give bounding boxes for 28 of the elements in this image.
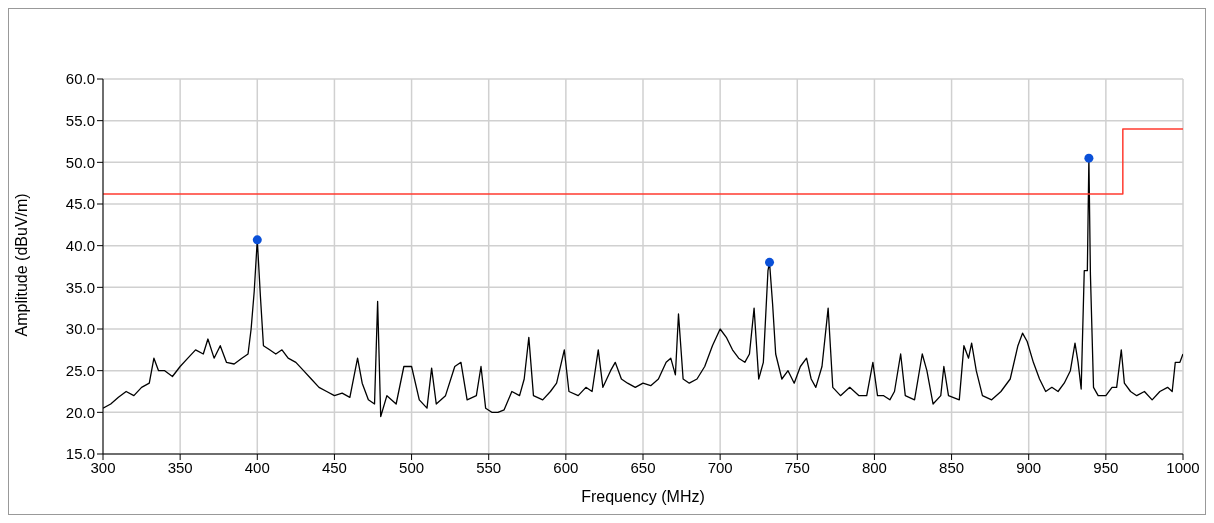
x-axis-title: Frequency (MHz) [581,488,705,505]
y-axis-title: Amplitude (dBuV/m) [12,193,30,337]
x-tick-label: 900 [1016,458,1042,476]
y-tick-label: 30.0 [65,320,95,338]
x-tick-label: 700 [707,458,733,476]
y-tick-label: 45.0 [65,195,95,213]
x-tick-label: 600 [553,458,579,476]
y-tick-label: 40.0 [65,236,95,254]
y-tick-label: 25.0 [65,361,95,379]
x-tick-label: 500 [399,458,425,476]
x-tick-label: 550 [476,458,502,476]
y-tick-label: 20.0 [65,403,95,421]
x-tick-label: 650 [630,458,656,476]
x-tick-label: 800 [861,458,887,476]
x-tick-label: 950 [1093,458,1119,476]
x-tick-label: 750 [784,458,810,476]
y-tick-label: 60.0 [65,70,95,88]
point [252,235,262,245]
y-tick-label: 35.0 [65,278,95,296]
y-tick-label: 50.0 [65,153,95,171]
y-tick-label: 55.0 [65,111,95,129]
point [765,257,775,267]
x-tick-label: 350 [167,458,193,476]
x-tick-label: 850 [939,458,965,476]
point [1084,153,1094,163]
x-tick-label: 400 [244,458,270,476]
x-tick-label: 1000 [1166,458,1200,476]
x-tick-label: 450 [321,458,347,476]
